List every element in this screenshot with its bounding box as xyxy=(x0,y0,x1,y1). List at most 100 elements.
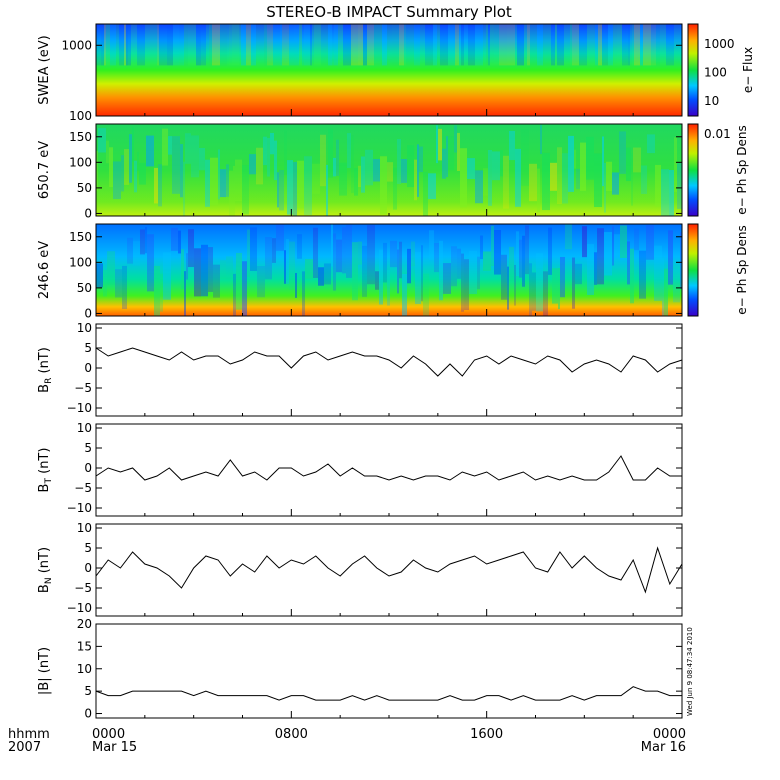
spectrogram-stripe xyxy=(305,259,313,279)
spectrogram-stripe xyxy=(101,24,104,66)
x-tick-label: 0800 xyxy=(275,727,308,742)
pa-246-heatmap xyxy=(96,224,682,316)
spectrogram-stripe xyxy=(158,164,162,207)
spectrogram-stripe xyxy=(529,263,532,316)
spectrogram-stripe xyxy=(302,24,304,66)
spectrogram-stripe xyxy=(488,149,492,206)
spectrogram-stripe xyxy=(293,162,297,216)
spectrogram-stripe xyxy=(521,129,529,186)
spectrogram-stripe xyxy=(380,156,387,215)
spectrogram-stripe xyxy=(423,171,428,216)
spectrogram-stripe xyxy=(387,162,393,182)
spectrogram-stripe xyxy=(256,24,264,66)
colorbar-tick-label: 0.01 xyxy=(704,127,731,141)
spectrogram-stripe xyxy=(483,168,488,196)
spectrogram-stripe xyxy=(128,24,131,66)
spectrogram-stripe xyxy=(250,227,257,272)
spectrogram-stripe xyxy=(576,168,580,190)
spectrogram-stripe xyxy=(524,24,527,66)
spectrogram-stripe xyxy=(543,24,551,66)
y-tick-label: 5 xyxy=(84,341,92,355)
spectrogram-stripe xyxy=(654,245,662,301)
spectrogram-stripe xyxy=(146,135,154,167)
spectrogram-stripe xyxy=(558,268,560,310)
spectrogram-stripe xyxy=(469,250,477,295)
y-tick-label: 10 xyxy=(77,321,92,335)
spectrogram-stripe xyxy=(537,24,543,66)
spectrogram-stripe xyxy=(516,231,519,277)
spectrogram-stripe xyxy=(392,24,399,66)
spectrogram-stripe xyxy=(134,160,137,193)
spectrogram-stripe xyxy=(126,24,128,66)
spectrogram-stripe xyxy=(321,24,328,66)
spectrogram-stripe xyxy=(399,24,404,66)
spectrogram-stripe xyxy=(627,241,630,285)
spectrogram-stripe xyxy=(338,24,343,66)
spectrogram-stripe xyxy=(289,24,294,66)
panel-pa-246 xyxy=(95,223,683,317)
spectrogram-stripe xyxy=(235,159,242,202)
spectrogram-stripe xyxy=(132,127,134,163)
spectrogram-stripe xyxy=(630,248,634,304)
spectrogram-stripe xyxy=(196,24,201,66)
spectrogram-stripe xyxy=(602,24,608,66)
spectrogram-stripe xyxy=(420,24,425,66)
spectrogram-stripe xyxy=(312,163,320,194)
spectrogram-stripe xyxy=(328,128,333,178)
spectrogram-stripe xyxy=(527,24,530,66)
spectrogram-stripe xyxy=(619,131,626,174)
spectrogram-stripe xyxy=(628,24,630,66)
spectrogram-stripe xyxy=(284,250,286,284)
spectrogram-stripe xyxy=(407,145,414,188)
spectrogram-stripe xyxy=(397,139,401,184)
spectrogram-stripe xyxy=(220,169,226,198)
spectrogram-stripe xyxy=(96,263,103,288)
spectrogram-stripe xyxy=(184,271,186,316)
x-tick-label: 0000 xyxy=(653,727,686,742)
spectrogram-stripe xyxy=(564,24,570,66)
y-tick-label: 1000 xyxy=(61,38,92,52)
spectrogram-stripe xyxy=(279,170,284,211)
spectrogram-stripe xyxy=(393,167,397,210)
spectrogram-stripe xyxy=(461,253,464,312)
spectrogram-stripe xyxy=(96,150,98,192)
spectrogram-stripe xyxy=(437,24,440,66)
y-tick-label: 5 xyxy=(84,684,92,698)
spectrogram-stripe xyxy=(434,243,439,273)
spectrogram-stripe xyxy=(407,248,411,284)
spectrogram-stripe xyxy=(154,265,160,316)
spectrogram-stripe xyxy=(503,155,509,209)
spectrogram-stripe xyxy=(494,24,499,66)
spectrogram-stripe xyxy=(537,168,540,213)
spectrogram-stripe xyxy=(103,269,107,297)
spectrogram-stripe xyxy=(264,24,267,66)
y-axis-label-unit: (nT) xyxy=(37,347,52,377)
spectrogram-stripe xyxy=(604,162,606,213)
spectrogram-stripe xyxy=(634,24,640,66)
spectrogram-stripe xyxy=(382,24,387,66)
spectrogram-stripe xyxy=(365,149,373,186)
spectrogram-stripe xyxy=(236,252,242,310)
spectrogram-stripe xyxy=(440,24,448,66)
spectrogram-stripe xyxy=(550,162,557,191)
y-axis-label: 246.6 eV xyxy=(37,241,52,299)
spectrogram-stripe xyxy=(574,149,576,169)
spectrogram-stripe xyxy=(457,132,460,172)
spectrogram-stripe xyxy=(626,147,631,182)
spectrogram-stripe xyxy=(159,24,167,66)
spectrogram-stripe xyxy=(375,271,379,290)
spectrogram-stripe xyxy=(655,164,661,207)
spectrogram-stripe xyxy=(124,149,129,185)
bn-frame xyxy=(95,523,683,617)
spectrogram-stripe xyxy=(464,24,468,66)
spectrogram-stripe xyxy=(401,158,407,183)
spectrogram-stripe xyxy=(492,151,500,181)
spectrogram-stripe xyxy=(639,250,646,299)
y-axis-label-subscript: R xyxy=(44,378,54,384)
spectrogram-stripe xyxy=(168,136,172,155)
spectrogram-stripe xyxy=(106,24,110,66)
spectrogram-stripe xyxy=(226,256,233,280)
colorbar-2-scale xyxy=(687,223,699,317)
spectrogram-stripe xyxy=(630,24,632,66)
spectrogram-stripe xyxy=(145,24,150,66)
